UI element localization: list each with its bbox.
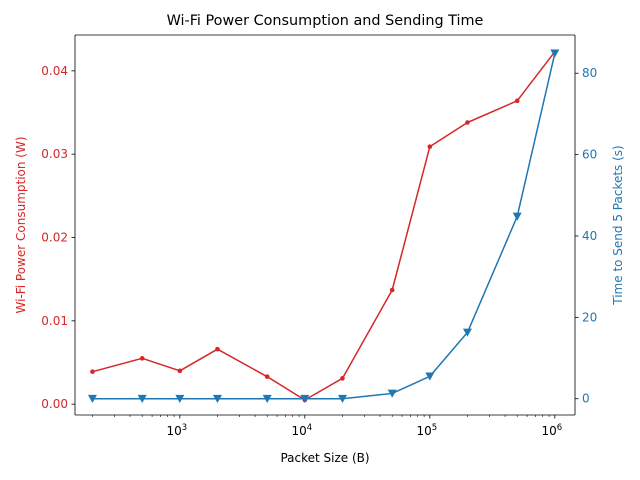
- series-0-point-4: [264, 374, 270, 379]
- y-left-axis-label: Wi-Fi Power Consumption (W): [14, 136, 28, 313]
- series-1-point-8: [425, 372, 435, 381]
- series-1-point-7: [387, 389, 397, 398]
- series-1-point-1: [137, 394, 147, 404]
- y-right-tick-label-2: 40: [582, 229, 597, 243]
- x-tick-label-2: 105: [416, 423, 437, 438]
- series-0-line: [92, 51, 556, 401]
- series-0-point-6: [340, 376, 345, 381]
- x-tick-label-3: 106: [541, 423, 562, 438]
- series-0-point-9: [465, 120, 470, 125]
- x-tick-label-1: 104: [291, 423, 312, 438]
- y-left-tick-label-2: 0.02: [41, 231, 68, 245]
- series-0-point-8: [427, 144, 433, 149]
- series-1-point-11: [550, 49, 560, 58]
- y-right-tick-label-4: 80: [582, 66, 597, 80]
- y-left-tick-label-4: 0.04: [41, 64, 68, 78]
- series-1-point-10: [512, 212, 522, 221]
- y-left-tick-label-3: 0.03: [41, 147, 68, 161]
- series-1-point-6: [337, 394, 347, 404]
- series-1-point-2: [175, 394, 185, 404]
- series-0-point-2: [177, 368, 183, 374]
- series-1-point-5: [300, 394, 310, 404]
- series-1-point-0: [87, 394, 97, 404]
- x-axis-label: Packet Size (B): [280, 451, 369, 465]
- y-right-axis-label: Time to Send 5 Packets (s): [611, 145, 625, 305]
- series-layer: [87, 49, 560, 404]
- series-1-point-9: [462, 328, 472, 337]
- y-left-tick-label-0: 0.00: [41, 397, 68, 411]
- plot-background: [75, 35, 575, 415]
- series-0-point-7: [389, 287, 395, 293]
- series-1-point-4: [262, 394, 272, 404]
- series-0-point-10: [514, 98, 520, 104]
- series-0-point-3: [215, 346, 220, 352]
- y-right-tick-label-1: 20: [582, 310, 597, 324]
- series-0-point-1: [139, 356, 145, 361]
- chart-title: Wi-Fi Power Consumption and Sending Time: [167, 13, 484, 29]
- series-1-point-3: [212, 394, 222, 404]
- x-tick-label-0: 103: [166, 423, 187, 438]
- y-left-tick-label-1: 0.01: [41, 314, 68, 328]
- series-1-line: [92, 53, 556, 400]
- y-right-tick-label-3: 60: [582, 148, 597, 162]
- series-0-point-0: [90, 369, 95, 374]
- y-right-tick-label-0: 0: [582, 392, 590, 406]
